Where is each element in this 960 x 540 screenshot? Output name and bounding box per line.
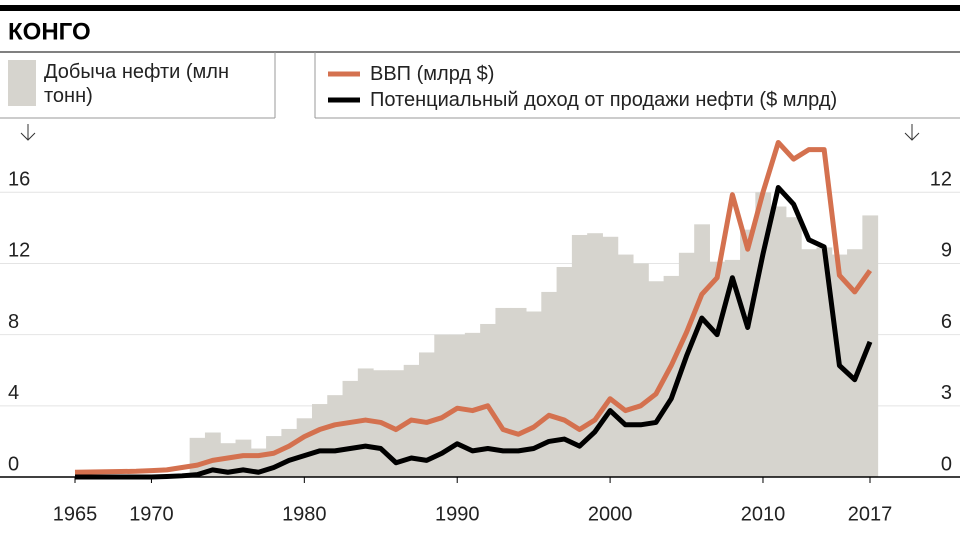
x-tick-label: 1970 xyxy=(129,503,174,525)
x-tick-label: 2000 xyxy=(588,503,633,525)
bar xyxy=(495,307,512,477)
y2-tick-label: 9 xyxy=(941,240,952,262)
axis-arrow xyxy=(904,124,920,141)
y2-tick-label: 0 xyxy=(941,453,952,475)
y2-tick-label: 12 xyxy=(930,169,952,191)
bar xyxy=(694,224,710,477)
bar xyxy=(648,281,665,477)
bar xyxy=(663,275,680,477)
bar xyxy=(617,254,634,477)
bar xyxy=(602,236,619,477)
bar xyxy=(571,234,588,477)
bar xyxy=(281,428,298,477)
x-tick-label: 1990 xyxy=(435,503,480,525)
bar xyxy=(556,267,573,477)
legend-swatch xyxy=(8,60,36,106)
bar xyxy=(785,217,802,477)
legend-label: Потенциальный доход от продажи нефти ($ … xyxy=(370,89,838,111)
bar xyxy=(709,261,726,477)
x-tick-label: 2010 xyxy=(741,503,786,525)
bar xyxy=(541,291,558,477)
bar xyxy=(724,259,741,477)
bar xyxy=(311,404,328,477)
bar xyxy=(847,249,863,477)
line xyxy=(74,139,873,475)
line xyxy=(75,185,873,480)
bar xyxy=(342,380,359,477)
bar xyxy=(327,395,344,477)
y2-tick-label: 3 xyxy=(941,382,952,404)
bar xyxy=(418,352,435,477)
bar xyxy=(235,439,252,477)
y-tick-label: 16 xyxy=(8,169,30,191)
legend-label: Добыча нефти (млн тонн) xyxy=(44,61,230,107)
x-tick-label: 1980 xyxy=(282,503,327,525)
bar xyxy=(388,370,405,477)
bar xyxy=(204,432,221,477)
x-tick-label: 1965 xyxy=(53,503,98,525)
axis-arrow xyxy=(20,124,36,141)
top-rule xyxy=(0,5,960,11)
bar xyxy=(296,418,313,477)
bar xyxy=(526,311,542,477)
bar xyxy=(480,323,496,477)
y-tick-label: 8 xyxy=(8,311,19,333)
bar xyxy=(434,334,451,477)
y-tick-label: 4 xyxy=(8,382,19,404)
bar xyxy=(801,249,817,477)
bar xyxy=(816,247,833,477)
bar xyxy=(678,252,695,477)
y2-tick-label: 6 xyxy=(941,311,952,333)
bar xyxy=(357,368,374,477)
y-tick-label: 12 xyxy=(8,240,30,262)
x-tick-label: 2017 xyxy=(848,503,893,525)
y-tick-label: 0 xyxy=(8,453,19,475)
legend-label: ВВП (млрд $) xyxy=(370,63,495,85)
bar xyxy=(633,263,649,477)
bar xyxy=(740,229,756,477)
bar xyxy=(464,332,481,477)
bar xyxy=(587,233,603,477)
chart-title: КОНГО xyxy=(8,18,91,45)
bar xyxy=(770,206,787,477)
